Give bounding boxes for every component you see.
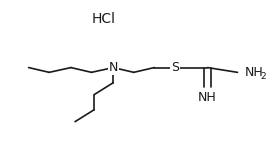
Text: NH: NH <box>198 91 217 104</box>
Text: NH: NH <box>245 66 264 79</box>
Text: N: N <box>109 61 118 74</box>
Text: 2: 2 <box>260 72 266 81</box>
Text: HCl: HCl <box>92 12 116 26</box>
Text: S: S <box>171 61 179 74</box>
